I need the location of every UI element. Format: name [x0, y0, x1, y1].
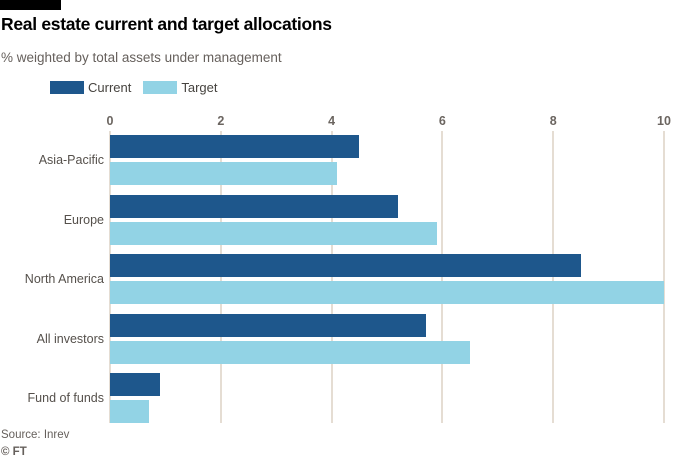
legend-label-current: Current: [88, 80, 132, 95]
current-swatch-icon: [50, 81, 84, 94]
category-label: Asia-Pacific: [38, 153, 104, 167]
bar-target-all-investors: [110, 341, 471, 364]
gridline-6: [441, 131, 444, 423]
gridline-10: [663, 131, 665, 423]
x-tick-label-10: 10: [657, 114, 671, 128]
category-label: Europe: [63, 213, 104, 227]
bar-target-europe: [110, 222, 437, 245]
bar-target-fund-of-funds: [110, 400, 149, 423]
legend: Current Target: [50, 81, 218, 94]
gridline-4: [330, 131, 333, 423]
target-swatch-icon: [143, 81, 178, 94]
legend-item-current: Current: [50, 81, 131, 94]
category-label: Fund of funds: [27, 391, 104, 405]
category-label: North America: [24, 272, 104, 286]
legend-item-target: Target: [143, 80, 218, 95]
bar-target-asia-pacific: [110, 162, 338, 185]
category-label: All investors: [36, 332, 104, 346]
bar-current-north-america: [110, 254, 581, 277]
gridline-8: [552, 131, 555, 423]
ft-credit: © FT: [1, 446, 27, 458]
bar-current-asia-pacific: [110, 135, 360, 158]
gridline-2: [219, 131, 222, 423]
chart-subtitle: % weighted by total assets under managem…: [1, 50, 282, 65]
bar-current-fund-of-funds: [110, 373, 160, 396]
bar-current-all-investors: [110, 314, 426, 337]
x-tick-label-8: 8: [549, 114, 557, 128]
x-tick-label-4: 4: [328, 114, 336, 128]
legend-label-target: Target: [181, 80, 218, 95]
gridline-0: [109, 131, 111, 423]
bar-target-north-america: [110, 281, 664, 304]
x-tick-label-2: 2: [217, 114, 225, 128]
source-note: Source: Inrev: [1, 429, 70, 441]
ft-top-rule: [0, 0, 61, 10]
chart-title: Real estate current and target allocatio…: [1, 14, 332, 34]
x-tick-label-0: 0: [106, 114, 114, 128]
x-tick-label-6: 6: [438, 114, 446, 128]
bar-current-europe: [110, 195, 399, 218]
